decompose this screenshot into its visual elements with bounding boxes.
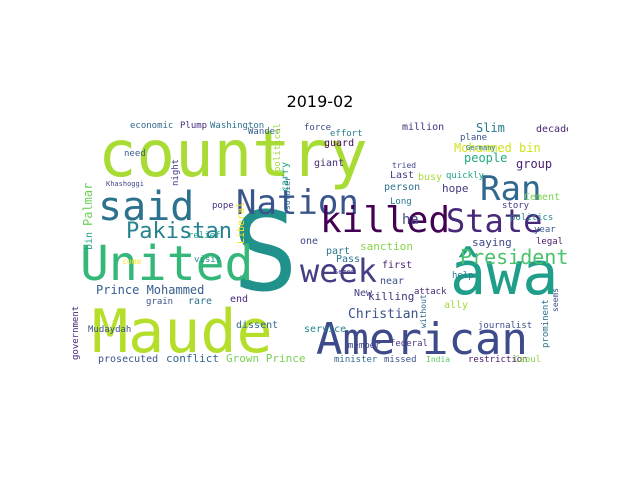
cloud-word: first xyxy=(382,260,412,271)
cloud-word: sanction xyxy=(360,240,413,253)
cloud-word: missed xyxy=(384,355,417,365)
cloud-word: member xyxy=(348,341,381,351)
cloud-word: American xyxy=(316,314,528,365)
cloud-word: legal xyxy=(536,237,563,247)
cloud-word: President xyxy=(460,245,568,269)
cloud-word: year xyxy=(534,225,556,235)
cloud-word: come xyxy=(122,257,141,266)
cloud-word: end xyxy=(230,294,248,305)
cloud-word: relief xyxy=(188,231,221,241)
cloud-word: guard xyxy=(324,138,354,149)
cloud-word: Liberal xyxy=(236,202,247,244)
cloud-word: Mudaydah xyxy=(88,325,131,335)
cloud-word: government xyxy=(72,306,81,360)
cloud-word: Mohammed bin xyxy=(454,141,541,155)
cloud-word: saying xyxy=(472,236,512,249)
cloud-word: Prince Mohammed xyxy=(96,283,204,297)
cloud-word: tried xyxy=(392,161,416,170)
cloud-word: quickly xyxy=(446,171,485,181)
cloud-word: Ran xyxy=(480,169,541,209)
cloud-word: Pakistan xyxy=(126,219,232,244)
cloud-word: federal xyxy=(390,339,428,349)
cloud-word: Cement xyxy=(524,192,560,203)
cloud-word: bin xyxy=(84,232,95,250)
cloud-word: million xyxy=(402,122,444,133)
cloud-word: Washington xyxy=(210,121,264,131)
cloud-word: Plump xyxy=(180,121,207,131)
cloud-word: Christian xyxy=(348,307,418,322)
cloud-word: one xyxy=(300,236,318,247)
cloud-word: country xyxy=(98,118,368,192)
cloud-word: help xyxy=(452,271,474,281)
cloud-word: killing xyxy=(368,290,414,303)
cloud-word: ha xyxy=(402,212,419,228)
cloud-word: Germany xyxy=(466,144,496,152)
cloud-word: dissent xyxy=(236,320,278,331)
cloud-word: busy xyxy=(418,172,442,183)
cloud-word: near xyxy=(380,276,404,287)
cloud-word: political xyxy=(273,123,283,172)
cloud-word: effort xyxy=(330,129,363,139)
cloud-word: Last xyxy=(390,170,414,181)
cloud-word: Wander xyxy=(248,127,281,137)
cloud-word: hope xyxy=(442,182,469,195)
chart-title: 2019-02 xyxy=(286,92,354,111)
cloud-word: plane xyxy=(460,133,487,143)
cloud-word: without xyxy=(419,294,428,328)
cloud-word: Long xyxy=(390,197,412,207)
cloud-word: New xyxy=(354,288,373,299)
cloud-word: Khashoggi xyxy=(106,180,144,188)
cloud-word: Pass xyxy=(336,254,360,265)
cloud-word: pope xyxy=(212,201,234,211)
cloud-word: journalist xyxy=(478,321,532,331)
cloud-word: politics xyxy=(510,213,553,223)
cloud-word: prominent xyxy=(541,299,551,348)
cloud-word: giant xyxy=(314,158,344,169)
cloud-word: âwa xyxy=(450,239,558,309)
cloud-word: need xyxy=(124,149,146,159)
cloud-word: carry xyxy=(280,162,291,192)
cloud-word: service xyxy=(304,324,346,335)
cloud-word: force xyxy=(304,123,331,133)
cloud-word: economic xyxy=(130,121,173,131)
cloud-word: group xyxy=(516,157,552,171)
cloud-word: United xyxy=(80,236,253,292)
cloud-word: Grown Prince xyxy=(226,352,305,365)
cloud-word: Caoul xyxy=(514,355,541,365)
cloud-word: attack xyxy=(414,287,447,297)
cloud-word: Slim xyxy=(476,121,505,135)
cloud-word: State xyxy=(446,202,542,240)
cloud-word: seems xyxy=(551,288,560,312)
cloud-word: ally xyxy=(444,300,468,311)
cloud-word: minister xyxy=(334,355,378,365)
cloud-word: Maude xyxy=(92,297,273,367)
cloud-word: prosecuted xyxy=(98,354,158,365)
cloud-word: India xyxy=(426,355,450,364)
cloud-word: killed xyxy=(320,200,450,241)
cloud-word: person xyxy=(384,182,420,193)
cloud-word: visit xyxy=(194,255,221,265)
cloud-word: restriction xyxy=(468,355,528,365)
cloud-word: Nation xyxy=(236,183,359,223)
cloud-word: part xyxy=(326,246,350,257)
cloud-word: S xyxy=(232,188,298,316)
cloud-word: grain xyxy=(146,297,173,307)
cloud-word: conflict xyxy=(166,352,219,365)
cloud-word: soldier xyxy=(283,176,292,210)
cloud-word: said xyxy=(98,184,194,230)
cloud-word: story xyxy=(502,201,530,211)
cloud-word: night xyxy=(171,159,181,186)
cloud-word: people xyxy=(464,151,507,165)
cloud-word: decade xyxy=(536,124,568,135)
cloud-word: Palmar xyxy=(81,183,95,226)
cloud-word: rare xyxy=(188,296,212,307)
cloud-word: week xyxy=(300,252,377,290)
cloud-word: Semen xyxy=(334,268,355,276)
